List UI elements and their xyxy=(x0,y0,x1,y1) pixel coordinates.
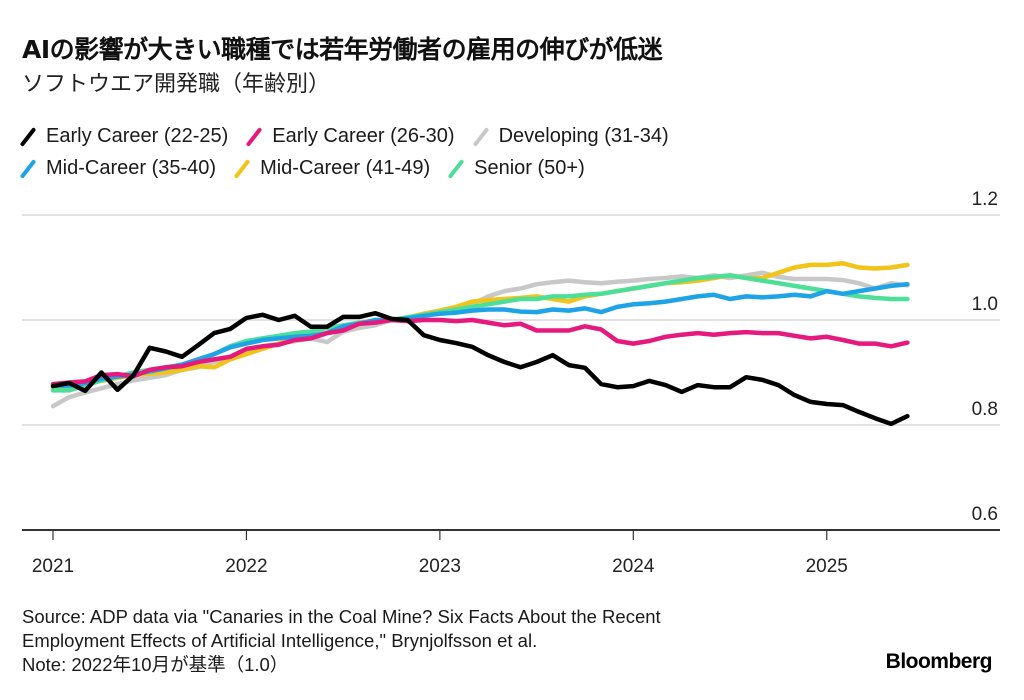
legend-row-1: Early Career (22-25) Early Career (26-30… xyxy=(20,120,920,152)
x-axis: 2021 2022 2023 2024 2025 xyxy=(22,529,1000,577)
y-tick-label: 0.6 xyxy=(972,504,998,525)
y-tick-label: 1.0 xyxy=(972,294,998,315)
legend-swatch-icon xyxy=(20,126,36,146)
gridlines xyxy=(22,214,1000,426)
legend-item: Early Career (22-25) xyxy=(20,125,228,148)
legend-label: Developing (31-34) xyxy=(498,124,669,147)
legend-swatch-icon xyxy=(473,126,489,146)
y-axis: 0.6 0.8 1.0 1.2 xyxy=(972,189,998,525)
series-line-mid-career-41-49 xyxy=(50,261,910,391)
legend-item: Mid-Career (35-40) xyxy=(20,157,216,180)
y-tick-label: 0.8 xyxy=(972,399,998,420)
legend: Early Career (22-25) Early Career (26-30… xyxy=(20,120,920,184)
legend-item: Mid-Career (41-49) xyxy=(234,157,430,180)
y-tick-label: 1.2 xyxy=(972,189,998,210)
chart-title: AIの影響が大きい職種では若年労働者の雇用の伸びが低迷 xyxy=(22,35,663,64)
x-tick-label: 2022 xyxy=(225,556,267,577)
legend-label: Early Career (26-30) xyxy=(272,124,455,147)
legend-item: Developing (31-34) xyxy=(473,125,669,148)
x-tick-label: 2025 xyxy=(806,556,848,577)
legend-label: Senior (50+) xyxy=(474,156,585,179)
chart-subtitle: ソフトウエア開発職（年齢別） xyxy=(22,72,331,97)
x-tick-label: 2023 xyxy=(419,556,461,577)
legend-label: Mid-Career (41-49) xyxy=(260,156,431,179)
source-note: Source: ADP data via "Canaries in the Co… xyxy=(22,606,661,627)
base-note: Note: 2022年10月が基準（1.0） xyxy=(22,654,289,675)
series-line-mid-career-35-40 xyxy=(50,282,910,388)
series-line-early-career-22-25 xyxy=(50,310,910,427)
footer: Source: ADP data via "Canaries in the Co… xyxy=(22,605,661,677)
bloomberg-logo: Bloomberg xyxy=(885,650,993,673)
legend-row-2: Mid-Career (35-40) Mid-Career (41-49) Se… xyxy=(20,152,920,184)
legend-swatch-icon xyxy=(246,126,262,146)
line-chart: 0.6 0.8 1.0 1.2 2021 2022 2023 2024 2025 xyxy=(22,189,1000,577)
source-note-cont: Employment Effects of Artificial Intelli… xyxy=(22,630,538,651)
series-line-early-career-26-30 xyxy=(50,317,910,387)
x-tick-label: 2021 xyxy=(32,556,74,577)
legend-item: Early Career (26-30) xyxy=(246,125,454,148)
series-lines xyxy=(50,261,910,427)
legend-label: Early Career (22-25) xyxy=(46,124,229,147)
legend-label: Mid-Career (35-40) xyxy=(46,156,217,179)
x-tick-label: 2024 xyxy=(612,556,655,577)
legend-item: Senior (50+) xyxy=(448,157,585,180)
